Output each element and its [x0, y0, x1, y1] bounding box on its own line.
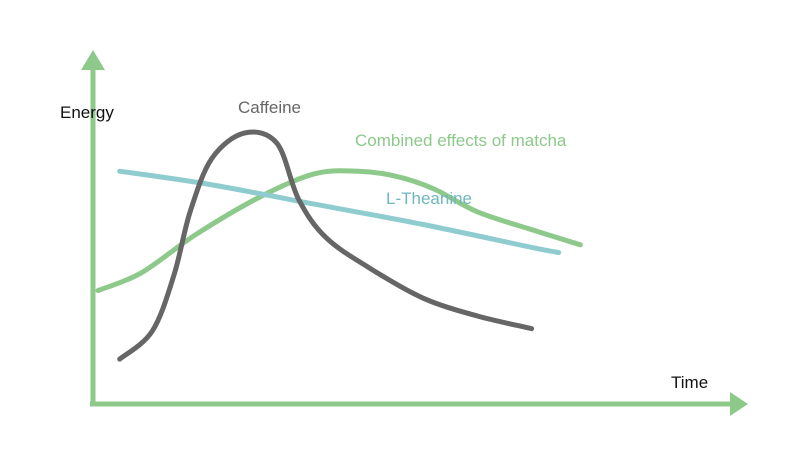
x-axis-arrow-icon — [730, 392, 748, 416]
series-line-combined-effects-of-matcha — [95, 168, 583, 294]
y-axis-label: Energy — [60, 103, 114, 122]
series-line-caffeine — [117, 129, 535, 362]
series-label-caffeine: Caffeine — [238, 98, 301, 117]
y-axis-arrow-icon — [81, 50, 105, 70]
x-axis-label: Time — [671, 373, 708, 392]
series-label-l-theanine: L-Theanine — [386, 189, 472, 208]
series-label-combined-effects-of-matcha: Combined effects of matcha — [355, 131, 567, 150]
